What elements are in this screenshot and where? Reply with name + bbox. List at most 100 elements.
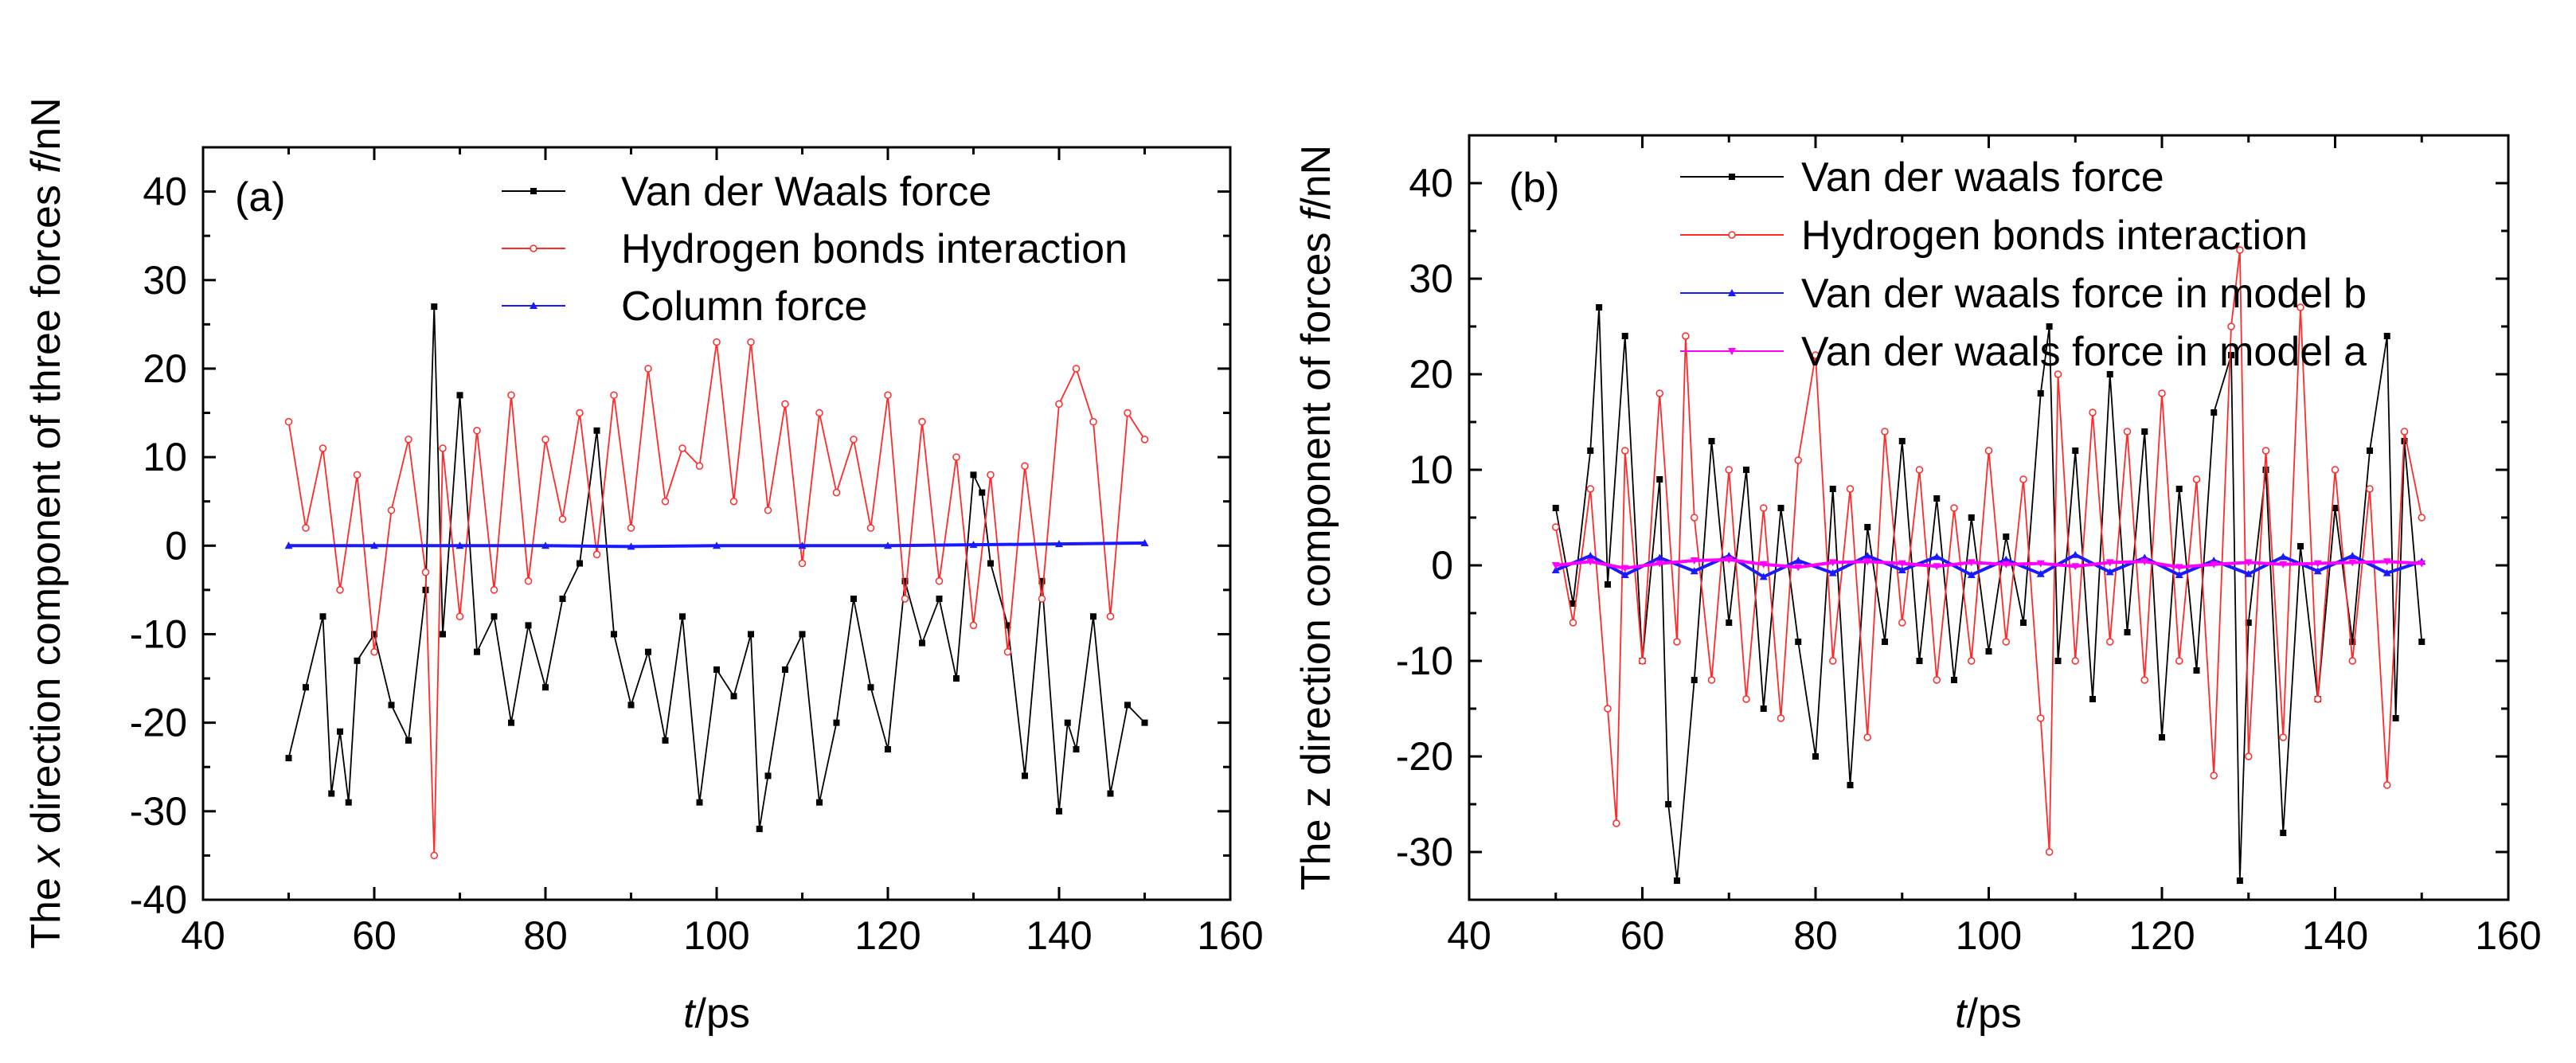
data-point — [884, 541, 892, 549]
series-van-der-waals-force-in-model-b — [1551, 550, 2426, 580]
data-point — [1794, 564, 1803, 572]
x-tick-label: 120 — [2128, 913, 2195, 958]
data-point — [2383, 781, 2391, 789]
data-point — [284, 417, 293, 426]
data-point — [1829, 486, 1836, 492]
data-point — [2072, 447, 2079, 454]
data-point — [1691, 677, 1698, 683]
data-point — [1847, 782, 1854, 788]
chart-panel-a: (a) t/ps The x direction component of th… — [23, 97, 1264, 1037]
data-point — [1674, 877, 1680, 884]
data-point — [987, 560, 994, 567]
data-point — [952, 453, 960, 461]
series-van-der-waals-force-in-model-a — [1551, 556, 2426, 573]
series-hydrogen-bonds-interaction — [284, 338, 1149, 860]
data-point — [1951, 677, 1957, 683]
data-point — [337, 728, 343, 735]
legend: Van der Waals force Hydrogen bonds intera… — [502, 169, 1128, 330]
legend-marker — [530, 302, 537, 309]
data-point — [1655, 560, 1664, 568]
data-point — [1106, 612, 1115, 620]
data-point — [2175, 657, 2183, 665]
data-point — [2392, 715, 2399, 721]
y-tick-label: 10 — [143, 435, 187, 479]
data-point — [303, 684, 309, 691]
data-point — [2245, 619, 2252, 626]
data-point — [2314, 695, 2322, 703]
y-tick-label: -30 — [130, 789, 187, 834]
y-tick-label: 20 — [1409, 352, 1453, 397]
series-layer — [1551, 246, 2426, 884]
data-point — [661, 497, 670, 506]
data-point — [2261, 447, 2270, 455]
data-point — [1022, 772, 1028, 780]
data-point — [2332, 505, 2339, 511]
data-point — [2279, 553, 2288, 561]
data-point — [1829, 657, 1837, 665]
data-point — [2280, 830, 2287, 836]
data-point — [440, 631, 446, 638]
data-point — [2193, 667, 2200, 674]
data-point — [1638, 657, 1647, 665]
data-point — [1863, 552, 1872, 559]
data-point — [627, 524, 635, 532]
data-point — [756, 826, 763, 833]
data-point — [799, 631, 806, 638]
data-point — [1038, 577, 1046, 584]
data-point — [748, 631, 754, 638]
data-point — [2245, 752, 2253, 760]
data-point — [2045, 848, 2054, 856]
data-point — [987, 471, 995, 479]
data-point — [430, 851, 438, 860]
data-point — [1708, 438, 1715, 444]
data-point — [645, 648, 651, 655]
data-point — [2383, 558, 2391, 566]
data-point — [678, 444, 686, 452]
y-axis-title: The x direction component of three force… — [23, 97, 69, 948]
y-tick-label: -10 — [1396, 639, 1453, 683]
data-point — [1551, 562, 1560, 569]
data-point — [2054, 658, 2062, 664]
data-point — [2105, 559, 2114, 567]
data-point — [576, 408, 584, 417]
y-tick-label: 0 — [165, 523, 187, 568]
data-point — [1621, 447, 1629, 455]
data-point — [1967, 571, 1976, 578]
data-point — [2037, 714, 2045, 722]
data-point — [2003, 533, 2010, 540]
data-point — [577, 560, 583, 567]
data-point — [2331, 466, 2340, 474]
series-column-force — [284, 538, 1149, 550]
data-point — [1760, 705, 1767, 712]
data-point — [1090, 613, 1096, 620]
x-tick-label: 80 — [1793, 913, 1838, 958]
data-point — [1665, 801, 1672, 807]
data-point — [474, 648, 480, 655]
data-point — [2140, 676, 2148, 684]
x-tick-label: 160 — [1197, 913, 1263, 958]
data-point — [2037, 390, 2044, 397]
data-point — [2123, 428, 2132, 436]
data-point — [2383, 333, 2390, 339]
data-point — [387, 506, 396, 514]
data-point — [1846, 485, 1855, 493]
axis-ticks: 40 60 80 100 120 140 160 -40 -30 -20 -10 0 10 20 30 40 — [130, 147, 1264, 958]
data-point — [2313, 560, 2322, 568]
data-point — [2418, 639, 2426, 645]
data-point — [1586, 558, 1595, 566]
data-point — [1055, 400, 1063, 408]
data-point — [2348, 657, 2356, 665]
data-point — [953, 675, 960, 682]
data-point — [918, 417, 926, 426]
data-point — [541, 541, 549, 549]
data-point — [729, 497, 738, 506]
data-point — [969, 621, 978, 630]
data-point — [1967, 559, 1976, 567]
data-point — [1882, 639, 1888, 645]
data-point — [284, 541, 293, 549]
data-point — [285, 755, 292, 762]
data-point — [1725, 556, 1734, 564]
data-point — [2366, 485, 2374, 493]
data-point — [1777, 505, 1784, 511]
data-point — [370, 541, 378, 549]
